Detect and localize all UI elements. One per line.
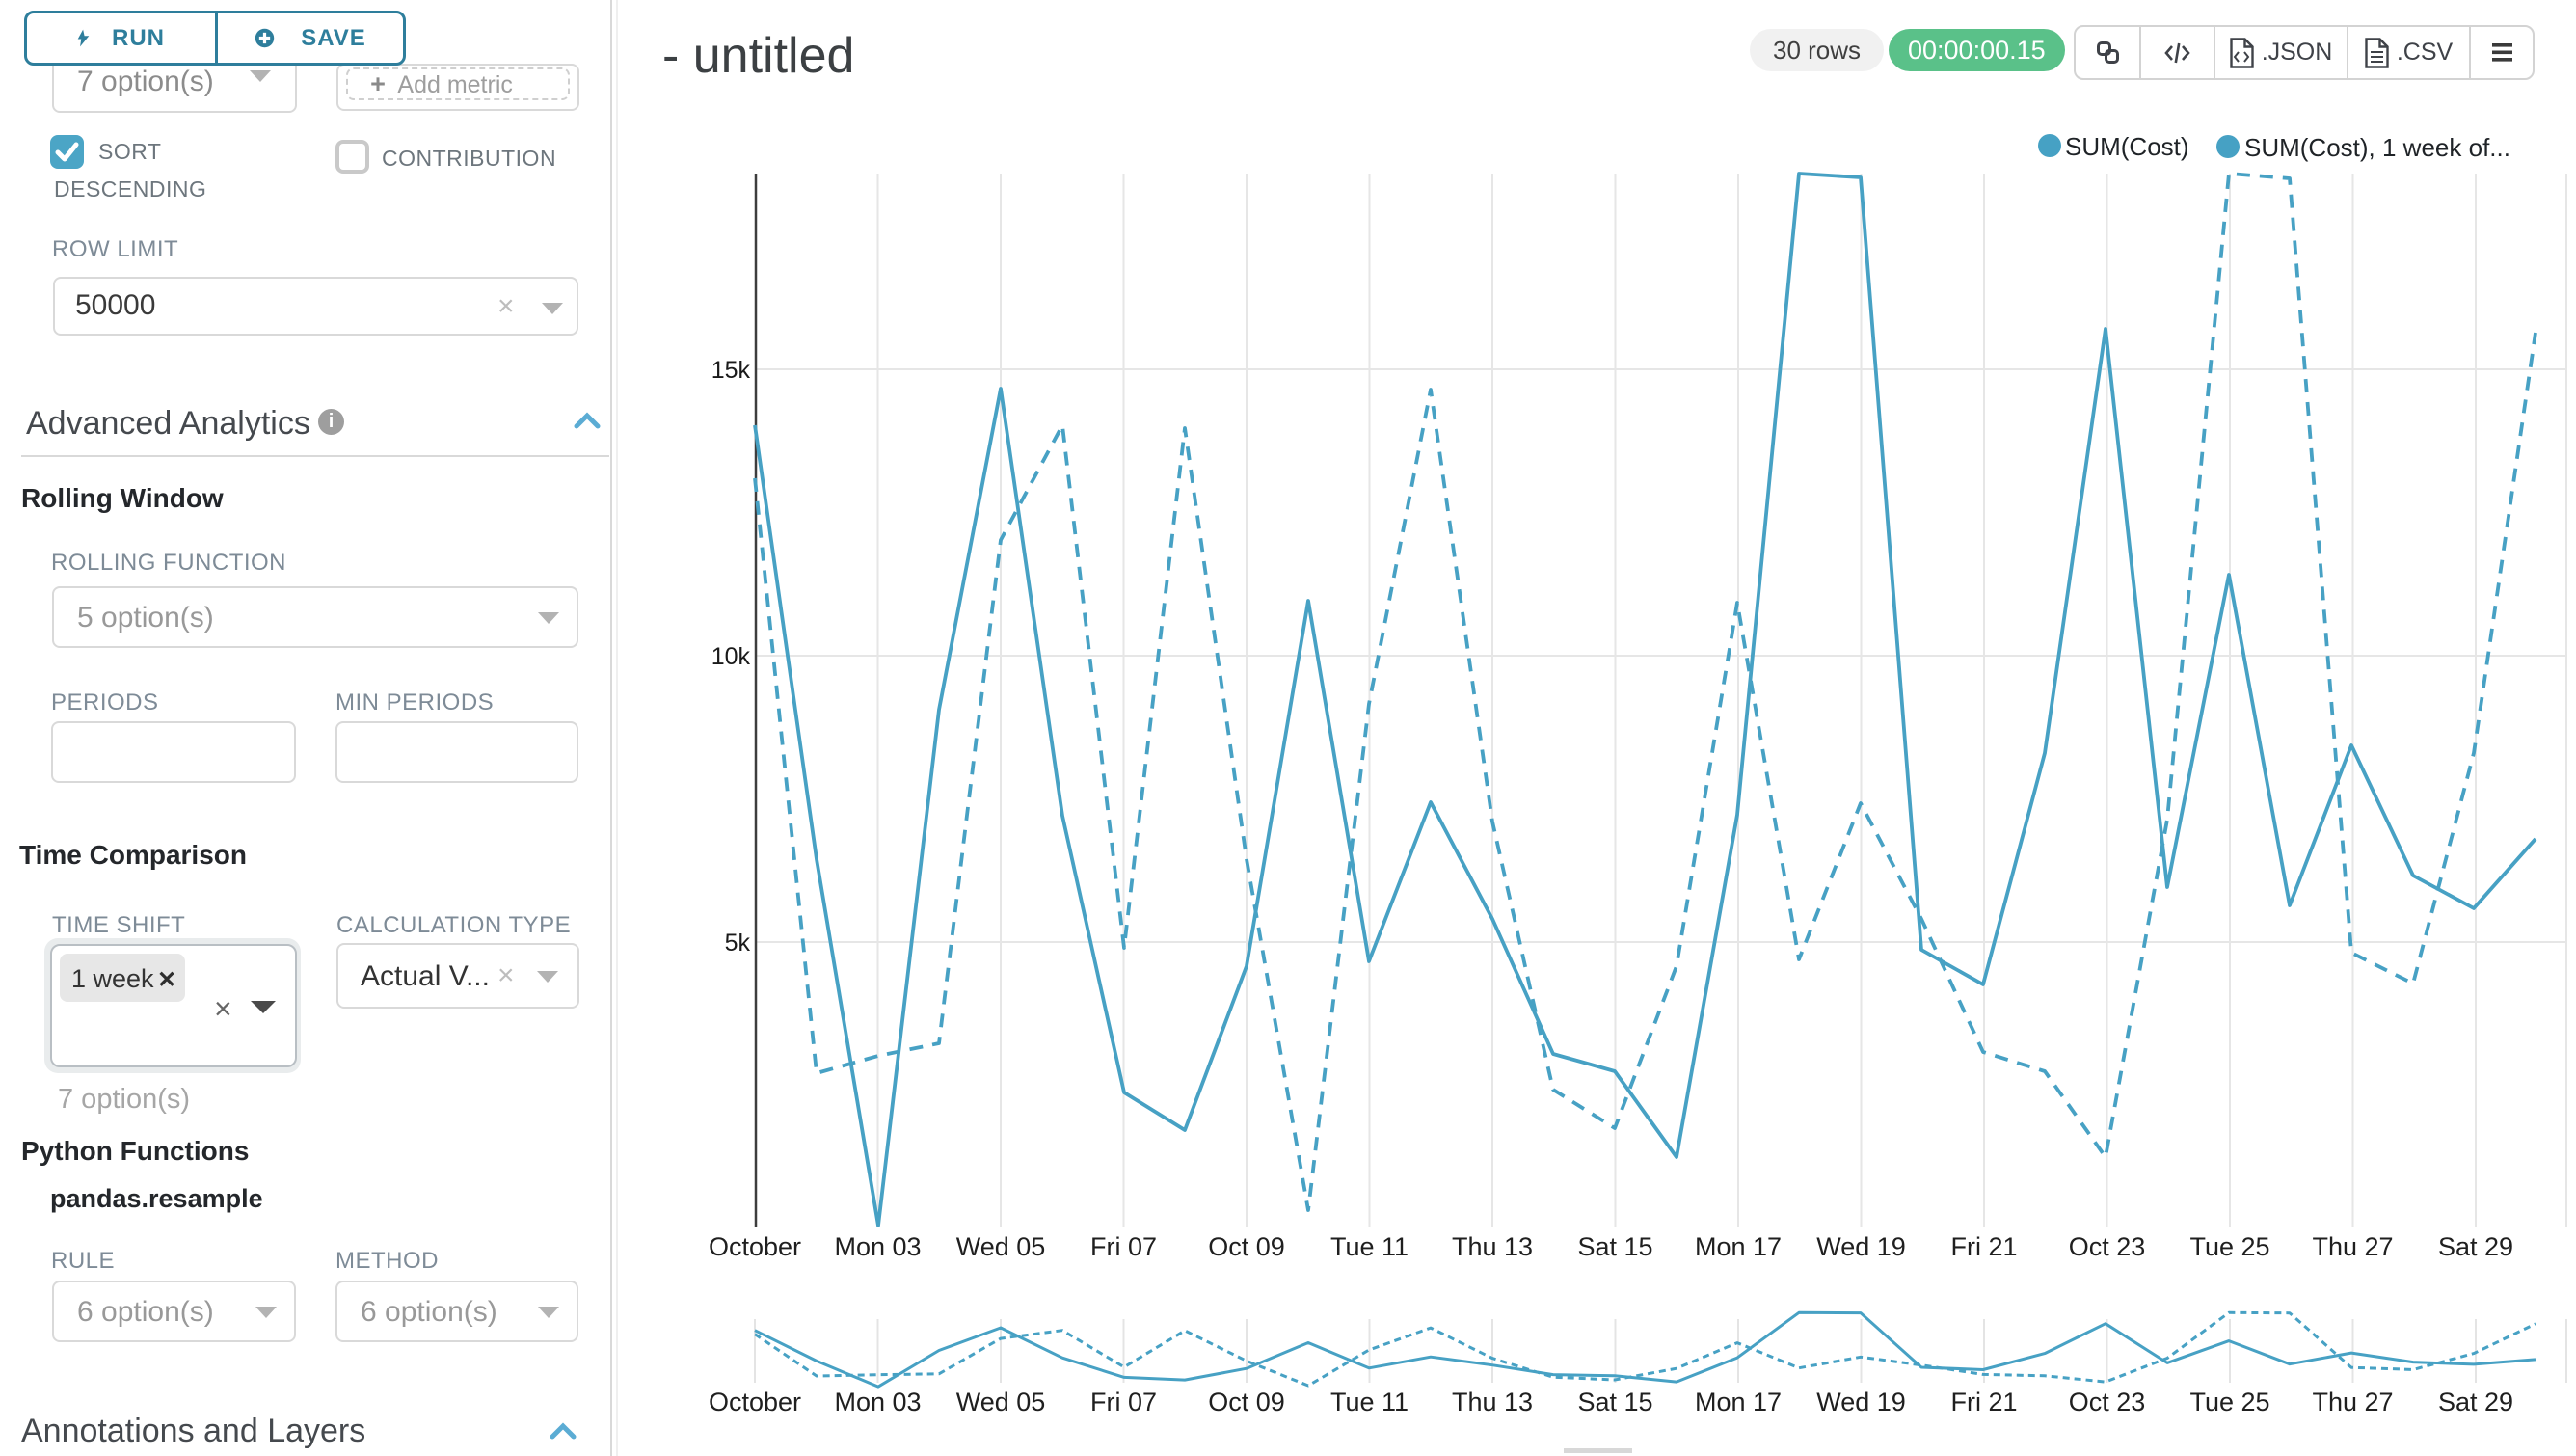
svg-text:SUM(Cost): SUM(Cost) bbox=[2065, 132, 2189, 161]
svg-text:Wed 19: Wed 19 bbox=[1816, 1388, 1906, 1416]
svg-text:Wed 05: Wed 05 bbox=[956, 1388, 1046, 1416]
svg-text:October: October bbox=[709, 1232, 801, 1261]
svg-text:Thu 27: Thu 27 bbox=[2312, 1232, 2393, 1261]
svg-text:Mon 03: Mon 03 bbox=[834, 1232, 921, 1261]
svg-text:October: October bbox=[709, 1388, 801, 1416]
svg-text:Mon 17: Mon 17 bbox=[1695, 1232, 1782, 1261]
svg-text:Tue 11: Tue 11 bbox=[1330, 1388, 1409, 1416]
svg-text:Thu 13: Thu 13 bbox=[1452, 1388, 1533, 1416]
svg-text:Oct 23: Oct 23 bbox=[2069, 1388, 2146, 1416]
svg-text:Fri 07: Fri 07 bbox=[1090, 1388, 1157, 1416]
svg-text:Wed 19: Wed 19 bbox=[1816, 1232, 1906, 1261]
svg-text:Mon 03: Mon 03 bbox=[834, 1388, 921, 1416]
svg-text:SUM(Cost), 1 week of...: SUM(Cost), 1 week of... bbox=[2244, 133, 2510, 162]
svg-text:15k: 15k bbox=[711, 357, 751, 384]
svg-text:Thu 27: Thu 27 bbox=[2312, 1388, 2393, 1416]
svg-text:Tue 25: Tue 25 bbox=[2189, 1388, 2269, 1416]
svg-text:10k: 10k bbox=[711, 643, 751, 670]
svg-text:Fri 21: Fri 21 bbox=[1950, 1388, 2017, 1416]
svg-text:Mon 17: Mon 17 bbox=[1695, 1388, 1782, 1416]
svg-text:Oct 09: Oct 09 bbox=[1208, 1388, 1285, 1416]
svg-text:Fri 07: Fri 07 bbox=[1090, 1232, 1157, 1261]
svg-text:Sat 15: Sat 15 bbox=[1577, 1388, 1652, 1416]
svg-text:Thu 13: Thu 13 bbox=[1452, 1232, 1533, 1261]
svg-text:Oct 23: Oct 23 bbox=[2069, 1232, 2146, 1261]
svg-text:Tue 25: Tue 25 bbox=[2189, 1232, 2269, 1261]
svg-text:Tue 11: Tue 11 bbox=[1330, 1232, 1409, 1261]
svg-text:Wed 05: Wed 05 bbox=[956, 1232, 1046, 1261]
svg-text:Oct 09: Oct 09 bbox=[1208, 1232, 1285, 1261]
svg-text:Sat 15: Sat 15 bbox=[1577, 1232, 1652, 1261]
svg-text:Sat 29: Sat 29 bbox=[2438, 1388, 2513, 1416]
svg-text:Fri 21: Fri 21 bbox=[1950, 1232, 2017, 1261]
svg-text:Sat 29: Sat 29 bbox=[2438, 1232, 2513, 1261]
svg-text:5k: 5k bbox=[725, 930, 751, 957]
